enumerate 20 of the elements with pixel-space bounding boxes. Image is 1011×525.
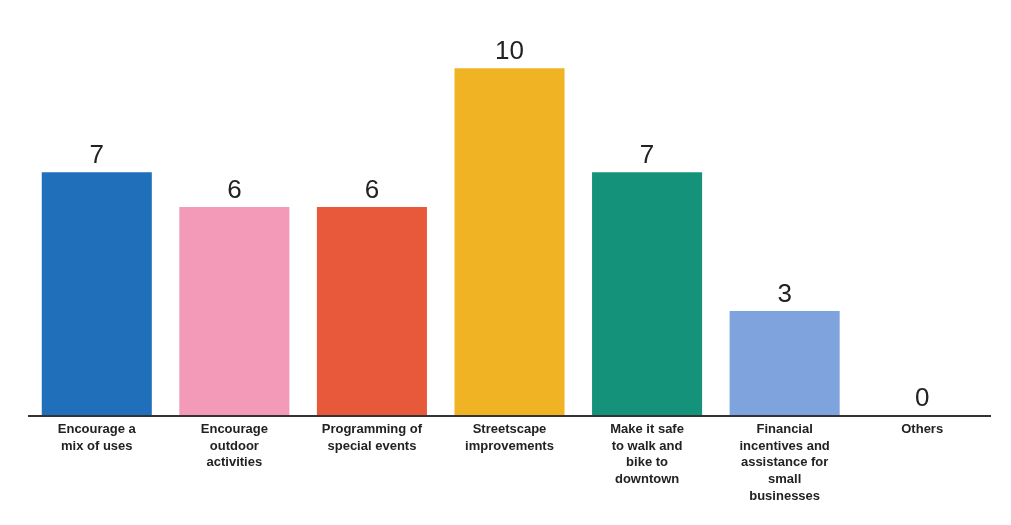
x-tick-label: Encourage a mix of uses	[57, 420, 137, 453]
data-label: 0	[914, 382, 930, 412]
bar	[454, 68, 565, 415]
data-label: 3	[777, 277, 792, 308]
bar	[592, 172, 703, 415]
x-tick-label: Encourage outdoor activities	[200, 420, 268, 470]
x-tick-label: Financial incentives and assistance for small businesses	[739, 420, 830, 504]
bar	[41, 172, 152, 415]
data-label: 7	[89, 139, 105, 170]
x-tick-label: Others	[901, 420, 944, 436]
data-label: 7	[639, 139, 655, 170]
bar	[179, 206, 290, 415]
data-label: 10	[495, 35, 524, 66]
x-tick-label: Streetscape improvements	[465, 420, 554, 453]
data-label: 6	[364, 173, 380, 204]
x-tick-label: Make it safe to walk and bike to downtown	[610, 420, 684, 487]
bar	[316, 206, 427, 415]
x-tick-label: Programming of special events	[321, 420, 423, 453]
bar	[729, 310, 840, 415]
data-label: 6	[227, 173, 242, 204]
